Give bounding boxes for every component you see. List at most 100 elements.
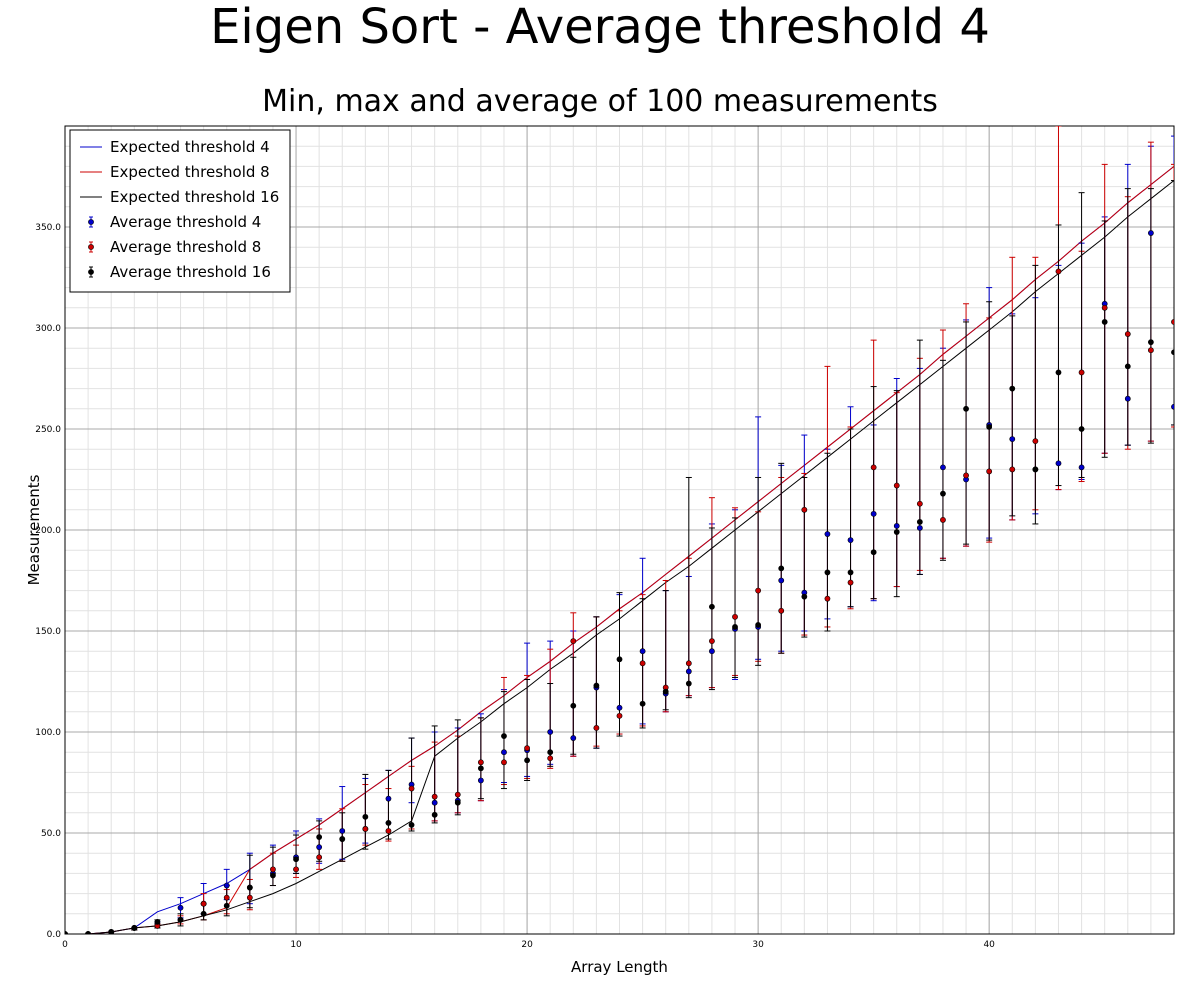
data-point: [1055, 460, 1062, 467]
data-point: [709, 638, 715, 644]
data-point: [893, 482, 900, 489]
data-point: [547, 755, 554, 762]
data-point: [1171, 349, 1174, 356]
data-point: [893, 529, 900, 535]
legend-point-swatch: [88, 269, 94, 275]
data-point: [1147, 347, 1154, 354]
legend-entry-label: Expected threshold 4: [110, 138, 270, 156]
data-point: [431, 799, 438, 806]
data-point: [1147, 230, 1154, 236]
y-tick-label: 350.0: [35, 223, 61, 233]
data-point: [177, 916, 184, 923]
data-point: [524, 757, 530, 764]
data-point: [339, 828, 346, 834]
data-point: [616, 656, 623, 663]
data-point: [778, 607, 785, 614]
plot-frame: [64, 125, 1175, 935]
data-point: [408, 822, 415, 828]
data-point: [385, 795, 392, 802]
y-tick-label: 300.0: [35, 324, 61, 334]
legend-point-swatch: [88, 219, 94, 225]
data-point: [824, 595, 831, 602]
data-point: [1171, 403, 1174, 410]
data-point: [1171, 319, 1174, 325]
data-point: [1032, 438, 1039, 445]
data-point: [1124, 331, 1131, 337]
data-point: [778, 577, 785, 584]
data-point: [801, 593, 808, 600]
data-point: [293, 866, 299, 873]
data-point: [847, 579, 854, 586]
data-point: [223, 882, 230, 889]
data-point: [246, 884, 253, 891]
data-point: [85, 931, 92, 934]
data-point: [200, 910, 207, 917]
data-point: [639, 648, 646, 655]
data-point: [431, 793, 438, 800]
data-point: [940, 517, 946, 523]
data-point: [916, 500, 923, 507]
data-point: [870, 549, 877, 556]
axis-ticks: 0 10 20 30 40 0.0 50.0 100.0 150.0 200.0 250.0 300.…: [35, 223, 995, 950]
data-point: [755, 622, 762, 628]
data-point: [916, 519, 923, 525]
data-point: [1078, 369, 1085, 376]
legend: Expected threshold 4 Expected threshold 8…: [69, 129, 291, 293]
data-point: [685, 660, 692, 667]
data-point: [501, 749, 507, 756]
data-point: [385, 820, 392, 826]
data-point: [293, 856, 299, 863]
data-point: [570, 702, 577, 709]
data-point: [801, 506, 808, 513]
chart-subtitle: Min, max and average of 100 measurements: [262, 84, 938, 119]
data-point: [662, 688, 669, 695]
data-point: [824, 569, 831, 576]
data-point: [223, 894, 230, 901]
data-point: [1124, 395, 1131, 402]
data-point: [1101, 319, 1108, 325]
data-point: [177, 904, 184, 911]
x-axis-label: Array Length: [571, 958, 668, 976]
data-point: [477, 759, 484, 766]
data-point: [477, 765, 484, 772]
data-point: [477, 777, 484, 784]
data-point: [755, 587, 762, 594]
data-point: [709, 603, 715, 610]
data-point: [685, 668, 692, 675]
y-tick-label: 150.0: [35, 627, 61, 637]
legend-point-swatch: [88, 244, 94, 250]
y-tick-label: 200.0: [35, 526, 61, 536]
y-tick-label: 50.0: [41, 829, 61, 839]
data-point: [501, 733, 507, 739]
data-point: [778, 565, 785, 572]
data-point: [593, 725, 600, 731]
legend-entry-label: Average threshold 8: [110, 238, 261, 256]
data-point: [1055, 268, 1062, 275]
data-point: [223, 902, 230, 909]
legend-entry-label: Expected threshold 16: [110, 188, 279, 206]
data-point: [1101, 304, 1108, 311]
data-point: [940, 464, 946, 471]
data-point: [732, 613, 738, 620]
data-point: [65, 931, 68, 934]
data-point: [454, 799, 461, 806]
data-point: [940, 490, 946, 497]
data-point: [986, 424, 993, 430]
data-point: [1078, 464, 1085, 471]
data-point: [270, 866, 276, 873]
data-point: [547, 749, 554, 756]
data-point: [385, 828, 392, 834]
data-point: [639, 660, 646, 667]
data-point: [1078, 426, 1085, 432]
data-point: [339, 836, 346, 842]
y-tick-label: 0.0: [47, 930, 62, 940]
data-point: [524, 745, 530, 752]
data-point: [870, 510, 877, 517]
data-point: [893, 523, 900, 529]
data-point: [316, 854, 323, 861]
data-point: [616, 704, 623, 711]
data-point: [362, 826, 369, 832]
data-point: [639, 700, 646, 707]
data-point: [1009, 466, 1016, 473]
data-point: [593, 682, 600, 689]
